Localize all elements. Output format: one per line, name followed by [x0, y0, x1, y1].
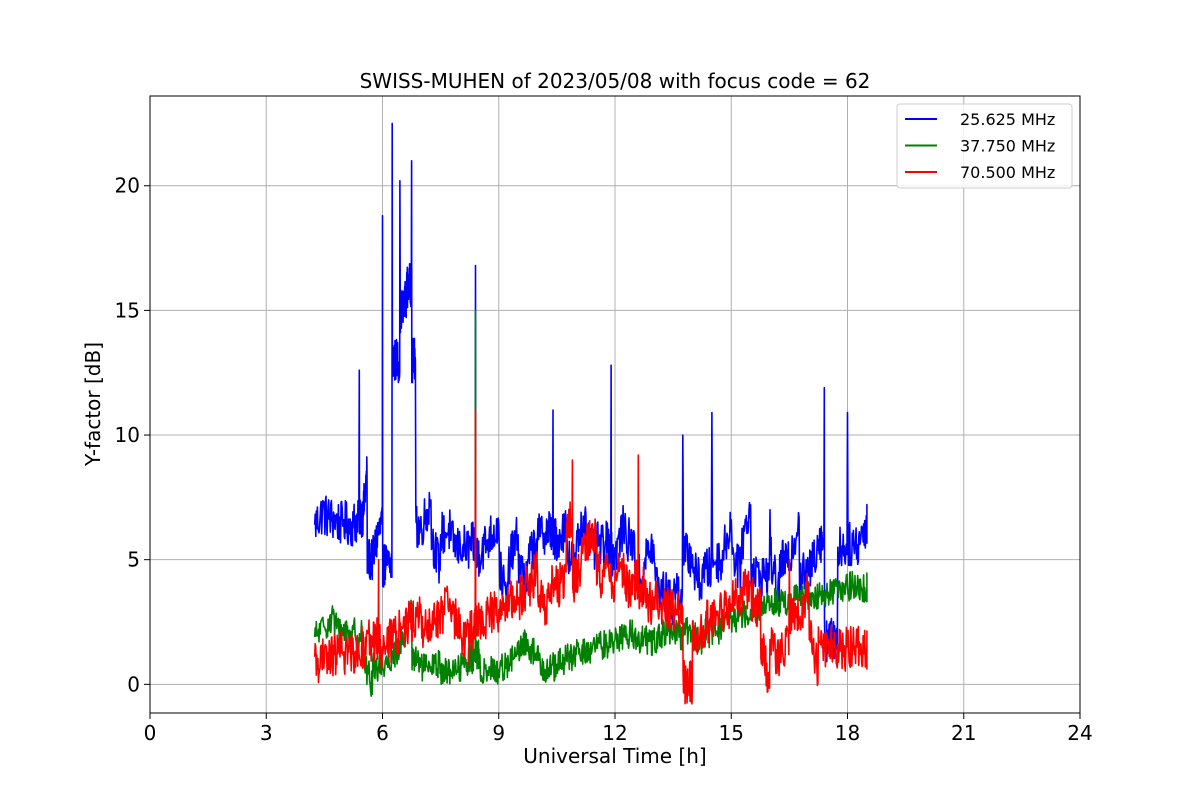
x-tick-label: 6: [376, 721, 389, 745]
series-layer: [313, 122, 868, 705]
x-tick-label: 24: [1067, 721, 1092, 745]
series-line: [313, 409, 868, 705]
chart-title: SWISS-MUHEN of 2023/05/08 with focus cod…: [360, 69, 871, 93]
y-axis-label: Y-factor [dB]: [81, 342, 105, 467]
y-tick-label: 5: [127, 548, 140, 572]
y-tick-label: 0: [127, 672, 140, 696]
x-tick-label: 9: [492, 721, 505, 745]
legend-label: 37.750 MHz: [960, 137, 1055, 156]
y-tick-label: 15: [115, 298, 140, 322]
x-axis: 0 3 6 9 12 15 18 21 24: [144, 713, 1093, 745]
legend: 25.625 MHz 37.750 MHz 70.500 MHz: [896, 103, 1073, 189]
series-line: [313, 122, 868, 663]
x-tick-label: 0: [144, 721, 157, 745]
x-tick-label: 3: [260, 721, 273, 745]
legend-label: 70.500 MHz: [960, 163, 1055, 182]
x-tick-label: 18: [835, 721, 860, 745]
x-axis-label: Universal Time [h]: [523, 744, 706, 768]
x-tick-label: 12: [602, 721, 627, 745]
y-tick-label: 10: [115, 423, 140, 447]
legend-box: [896, 103, 1073, 189]
y-axis: 0 5 10 15 20: [115, 174, 150, 696]
x-tick-label: 21: [951, 721, 976, 745]
x-tick-label: 15: [719, 721, 744, 745]
legend-label: 25.625 MHz: [960, 110, 1055, 129]
y-tick-label: 20: [115, 174, 140, 198]
